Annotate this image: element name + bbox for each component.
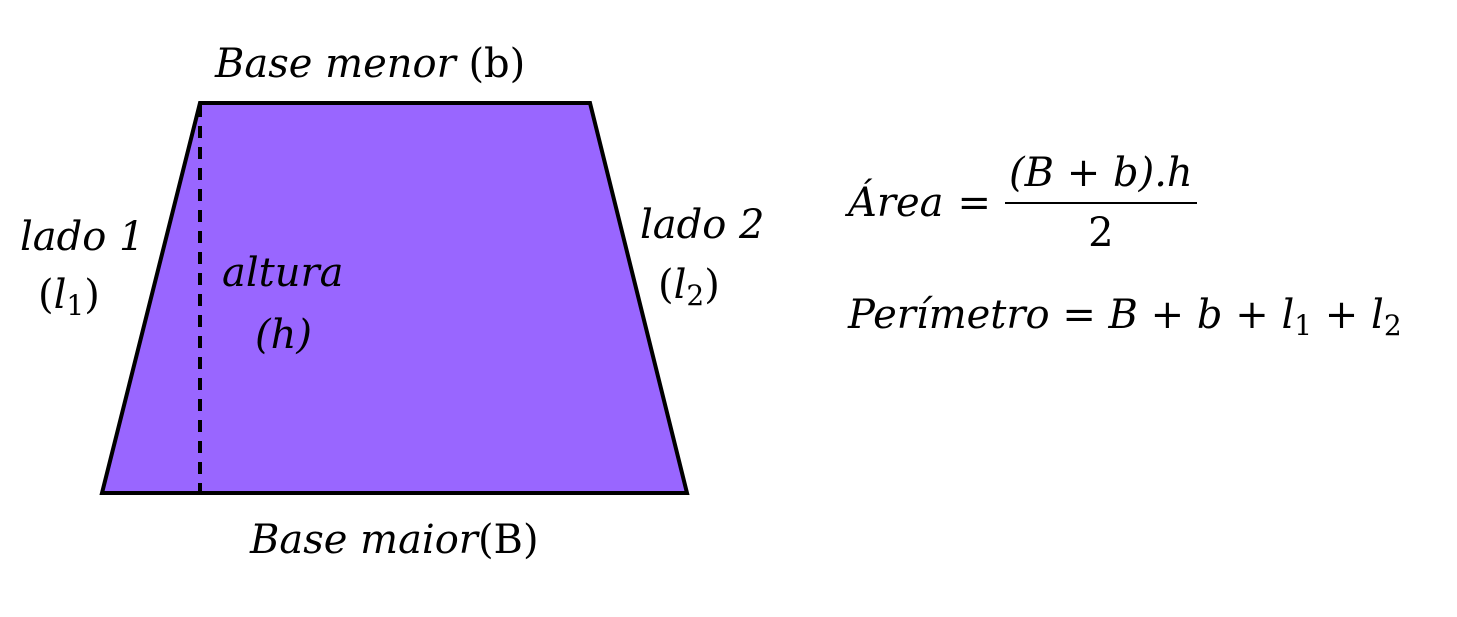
perimetro-lhs: Perímetro [848, 292, 1050, 338]
perimetro-formula: Perímetro = B + b + l1 + l2 [848, 292, 1402, 340]
l2-sub: 2 [686, 279, 705, 312]
area-numerator: (B + b).h [1009, 150, 1193, 196]
base-maior-text: Base maior [250, 517, 478, 563]
base-menor-label: Base menor (b) [215, 44, 525, 84]
l2-var: l [673, 262, 687, 308]
area-lhs: Área [848, 180, 944, 226]
base-menor-var: (b) [468, 41, 526, 87]
base-maior-var: (B) [477, 517, 539, 563]
perimetro-plus-l: + l [1312, 292, 1384, 338]
l1-var: l [53, 272, 67, 318]
trapezoid-shape [99, 101, 690, 495]
area-denominator: 2 [1088, 210, 1114, 256]
base-menor-text: Base menor [215, 41, 456, 87]
perimetro-terms: B + b + l [1108, 292, 1295, 338]
perimetro-l2-sub: 2 [1383, 309, 1402, 342]
area-equals: = [957, 180, 992, 226]
altura-label: altura [222, 250, 344, 296]
perimetro-l1-sub: 1 [1294, 309, 1313, 342]
l1-label: (l1) [38, 272, 100, 322]
lado2-label: lado 2 [640, 202, 765, 248]
fraction-bar [1005, 202, 1197, 204]
h-label: (h) [255, 312, 312, 358]
lado1-label: lado 1 [20, 214, 145, 260]
l1-sub: 1 [66, 289, 85, 322]
area-fraction: (B + b).h 2 [1005, 150, 1197, 256]
l2-label: (l2) [658, 262, 720, 312]
base-maior-label: Base maior(B) [250, 520, 539, 560]
area-formula: Área = (B + b).h 2 [848, 150, 1197, 256]
perimetro-equals: = [1062, 292, 1096, 338]
